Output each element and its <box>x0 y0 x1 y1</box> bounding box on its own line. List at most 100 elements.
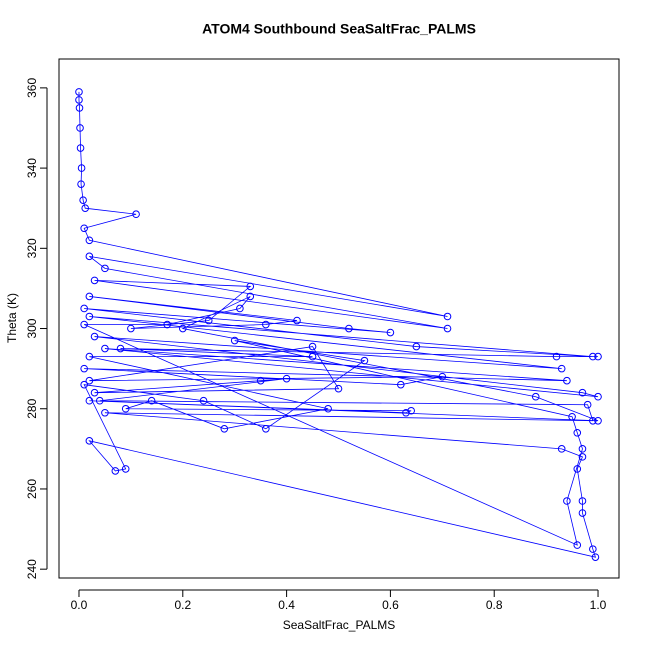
x-tick-label: 0.6 <box>382 598 399 612</box>
data-point <box>578 497 587 505</box>
data-point <box>578 388 587 397</box>
data-point <box>407 406 415 415</box>
data-point <box>282 374 291 383</box>
x-tick-label: 0.8 <box>486 598 503 612</box>
data-point <box>246 292 255 301</box>
data-point <box>85 376 94 385</box>
data-point <box>75 88 83 96</box>
data-point <box>443 324 452 333</box>
data-point <box>256 376 265 385</box>
data-point <box>594 416 602 425</box>
data-point <box>85 312 94 321</box>
data-point <box>578 509 587 517</box>
data-point <box>345 324 353 333</box>
data-point <box>81 204 90 213</box>
data-point <box>557 364 566 373</box>
data-point <box>220 424 229 433</box>
data-point <box>573 429 582 437</box>
data-point <box>76 124 84 132</box>
data-point <box>236 304 244 313</box>
data-point <box>396 380 405 389</box>
data-point <box>90 332 99 341</box>
data-point <box>95 396 104 405</box>
y-tick-label: 340 <box>25 158 39 178</box>
data-point <box>80 380 88 389</box>
data-point <box>443 312 452 321</box>
data-point <box>85 437 94 445</box>
x-tick-label: 0.2 <box>174 598 191 612</box>
y-axis-label: Theta (K) <box>5 293 19 343</box>
data-point <box>402 408 410 417</box>
data-point <box>121 404 130 413</box>
data-point <box>85 236 94 245</box>
data-point <box>594 392 602 401</box>
data-point <box>438 372 447 381</box>
data-point <box>412 342 421 351</box>
x-tick-label: 0.4 <box>278 598 295 612</box>
data-point <box>76 144 85 152</box>
data-point <box>178 324 187 333</box>
data-point <box>589 352 597 361</box>
data-point <box>246 282 255 291</box>
data-point <box>85 252 94 261</box>
y-tick-label: 320 <box>25 238 39 258</box>
data-point <box>80 224 88 233</box>
x-tick-label: 0.0 <box>71 598 88 612</box>
data-point <box>90 388 99 397</box>
data-point <box>85 292 94 301</box>
data-point <box>77 164 86 172</box>
x-axis-label: SeaSaltFrac_PALMS <box>283 618 396 632</box>
data-point <box>262 424 270 433</box>
plot-box <box>58 58 620 579</box>
data-point <box>199 396 208 405</box>
chart-title: ATOM4 Southbound SeaSaltFrac_PALMS <box>202 21 476 37</box>
data-point <box>77 180 85 188</box>
data-point <box>573 541 582 549</box>
data-point <box>80 320 88 329</box>
data-point <box>360 356 369 365</box>
data-point <box>80 304 88 313</box>
data-point <box>90 276 99 285</box>
data-point <box>121 465 130 473</box>
data-point <box>111 467 120 475</box>
data-point <box>204 316 213 325</box>
y-tick-label: 280 <box>25 398 39 418</box>
data-point <box>127 324 135 333</box>
data-point <box>147 396 156 405</box>
y-tick-label: 300 <box>25 318 39 338</box>
data-point <box>262 320 270 329</box>
data-point <box>531 392 540 401</box>
data-point <box>578 453 587 461</box>
data-point <box>308 342 317 351</box>
data-point <box>568 412 576 421</box>
data-point <box>552 352 561 361</box>
data-point <box>589 416 597 425</box>
data-point <box>563 497 571 505</box>
y-tick-label: 360 <box>25 78 39 98</box>
y-tick-label: 240 <box>25 559 39 579</box>
data-point <box>80 364 88 373</box>
data-point <box>324 404 332 413</box>
data-point <box>578 445 587 453</box>
data-point <box>591 553 600 561</box>
data-point <box>101 344 109 353</box>
data-point <box>308 352 317 361</box>
series-line <box>78 91 599 558</box>
data-point <box>79 196 87 204</box>
data-point <box>557 445 566 453</box>
data-point <box>116 344 125 353</box>
data-point <box>293 316 301 325</box>
data-point <box>101 264 109 273</box>
y-tick-label: 260 <box>25 479 39 499</box>
data-point <box>230 336 239 345</box>
data-point <box>85 352 94 361</box>
data-point <box>594 352 602 361</box>
data-point <box>75 104 84 112</box>
data-point <box>573 465 582 473</box>
data-point <box>334 384 343 393</box>
data-point <box>589 545 597 553</box>
data-point <box>386 328 395 337</box>
x-tick-label: 1.0 <box>590 598 607 612</box>
